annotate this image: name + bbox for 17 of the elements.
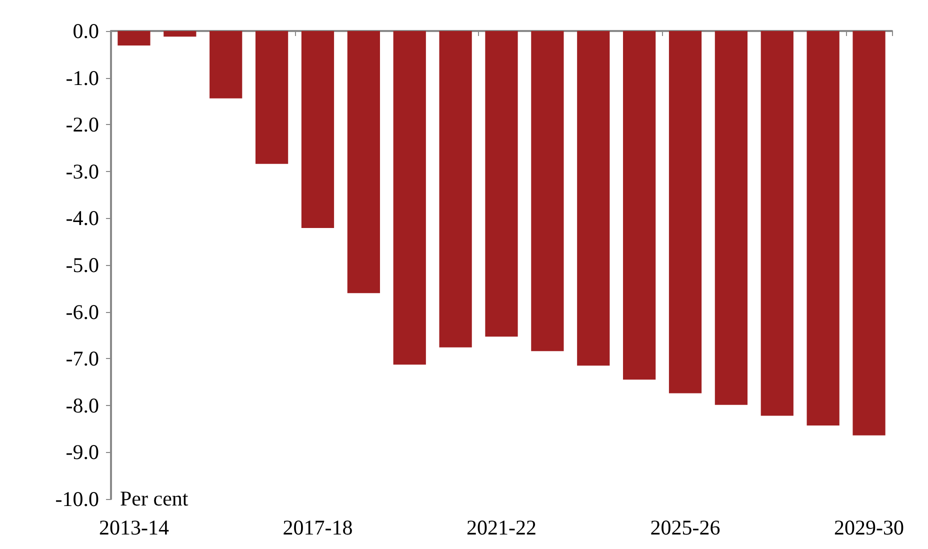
x-tick-label: 2017-18 [282,516,353,540]
y-tick-label: -4.0 [66,206,99,230]
y-tick-label: -8.0 [66,393,99,418]
x-tick-label: 2013-14 [98,516,170,540]
y-tick-label: -2.0 [66,112,99,137]
x-tick-label: 2025-26 [650,516,720,540]
y-tick-label: -1.0 [66,66,99,90]
y-tick-label: -6.0 [66,300,99,324]
y-tick-label: -7.0 [66,346,99,371]
y-tick-label: -9.0 [66,440,99,464]
x-tick-label: 2021-22 [466,516,536,540]
y-tick-label: 0.0 [72,19,99,43]
y-axis-title: Per cent [120,486,188,510]
y-tick-label: -3.0 [66,159,99,184]
y-tick-label: -10.0 [55,487,99,511]
x-tick-label: 2029-30 [834,516,904,540]
y-tick-label: -5.0 [66,253,99,277]
